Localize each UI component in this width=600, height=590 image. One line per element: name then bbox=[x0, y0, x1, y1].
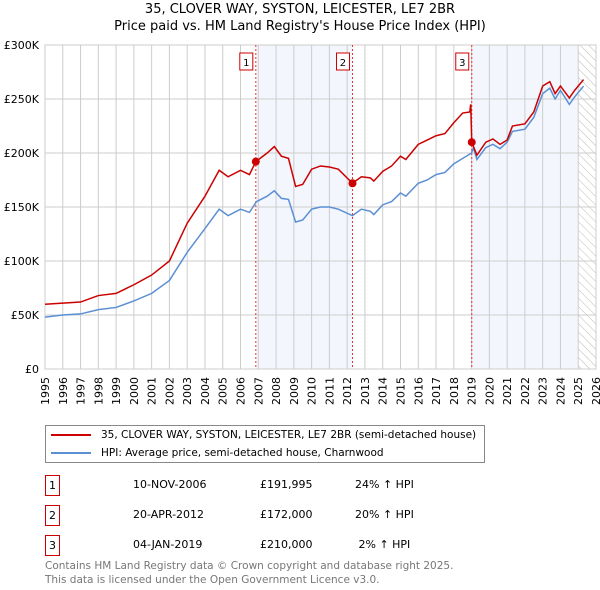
sale-date: 04-JAN-2019 bbox=[133, 538, 203, 551]
x-tick-label: 2010 bbox=[306, 377, 319, 405]
price-paid-line bbox=[44, 79, 585, 305]
y-tick-label: £150K bbox=[4, 201, 40, 214]
legend-swatch bbox=[51, 452, 91, 454]
x-tick-label: 2012 bbox=[341, 377, 354, 405]
sale-marker-label: 2 bbox=[340, 58, 346, 69]
sale-point bbox=[251, 157, 260, 166]
chart-title: 35, CLOVER WAY, SYSTON, LEICESTER, LE7 2… bbox=[144, 2, 456, 17]
legend-item-property: 35, CLOVER WAY, SYSTON, LEICESTER, LE7 2… bbox=[46, 427, 476, 443]
x-tick-label: 1998 bbox=[92, 377, 105, 405]
x-tick-label: 1995 bbox=[39, 377, 52, 405]
sale-marker-label: 3 bbox=[459, 58, 465, 69]
x-tick-label: 2015 bbox=[394, 377, 407, 405]
sale-hpi: 20% ↑ HPI bbox=[355, 508, 414, 521]
x-tick-label: 2025 bbox=[572, 377, 585, 405]
legend-item-hpi: HPI: Average price, semi-detached house,… bbox=[46, 445, 384, 461]
sale-marker-box bbox=[239, 52, 254, 71]
sale-marker-box bbox=[455, 52, 470, 71]
y-tick-label: £250K bbox=[4, 93, 40, 106]
x-tick-label: 1999 bbox=[110, 377, 123, 405]
y-tick-label: £100K bbox=[4, 255, 40, 268]
sale-marker-box bbox=[335, 52, 350, 71]
x-tick-label: 2001 bbox=[146, 377, 159, 405]
x-tick-label: 2003 bbox=[181, 377, 194, 405]
x-tick-label: 2022 bbox=[519, 377, 532, 405]
footer-license: This data is licensed under the Open Gov… bbox=[45, 574, 380, 586]
x-tick-label: 2007 bbox=[252, 377, 265, 405]
x-tick-label: 2008 bbox=[270, 377, 283, 405]
sale-hpi: 2% ↑ HPI bbox=[355, 538, 411, 551]
x-tick-label: 2004 bbox=[199, 377, 212, 405]
sale-price: £191,995 bbox=[260, 478, 313, 491]
x-tick-label: 2020 bbox=[483, 377, 496, 405]
x-tick-label: 1996 bbox=[57, 377, 70, 405]
footer-copyright: Contains HM Land Registry data © Crown c… bbox=[45, 560, 454, 572]
y-tick-label: £0 bbox=[25, 363, 39, 376]
x-tick-label: 2021 bbox=[501, 377, 514, 405]
x-tick-label: 2014 bbox=[377, 377, 390, 405]
legend-swatch bbox=[51, 434, 91, 436]
x-tick-label: 1997 bbox=[75, 377, 88, 405]
legend-label: HPI: Average price, semi-detached house,… bbox=[101, 447, 384, 459]
x-tick-label: 2017 bbox=[430, 377, 443, 405]
x-tick-label: 2005 bbox=[217, 377, 230, 405]
x-tick-label: 2000 bbox=[128, 377, 141, 405]
sale-point bbox=[348, 179, 357, 188]
plot-border bbox=[44, 44, 597, 370]
sale-hpi: 24% ↑ HPI bbox=[355, 478, 414, 491]
x-tick-label: 2002 bbox=[163, 377, 176, 405]
legend: 35, CLOVER WAY, SYSTON, LEICESTER, LE7 2… bbox=[45, 425, 485, 463]
chart-subtitle: Price paid vs. HM Land Registry's House … bbox=[114, 19, 486, 34]
x-tick-label: 2011 bbox=[323, 377, 336, 405]
x-tick-label: 2016 bbox=[412, 377, 425, 405]
sale-marker-label: 2 bbox=[45, 505, 60, 526]
x-tick-label: 2013 bbox=[359, 377, 372, 405]
y-tick-label: £50K bbox=[11, 309, 40, 322]
x-tick-label: 2009 bbox=[288, 377, 301, 405]
sale-price: £210,000 bbox=[260, 538, 313, 551]
x-tick-label: 2026 bbox=[590, 377, 600, 405]
sale-point bbox=[467, 138, 476, 147]
hpi-line bbox=[44, 85, 585, 318]
sale-date: 10-NOV-2006 bbox=[133, 478, 207, 491]
sale-price: £172,000 bbox=[260, 508, 313, 521]
x-tick-label: 2024 bbox=[554, 377, 567, 405]
x-tick-label: 2023 bbox=[537, 377, 550, 405]
sale-date: 20-APR-2012 bbox=[133, 508, 205, 521]
x-tick-label: 2018 bbox=[448, 377, 461, 405]
sale-marker-label: 1 bbox=[45, 475, 60, 496]
sale-marker-label: 3 bbox=[45, 535, 60, 556]
y-tick-label: £200K bbox=[4, 147, 40, 160]
x-tick-label: 2019 bbox=[466, 377, 479, 405]
plot-area: 1995 1996 1997 1998 1999 2000 2001 2002 2003 2004… bbox=[4, 39, 600, 405]
legend-label: 35, CLOVER WAY, SYSTON, LEICESTER, LE7 2… bbox=[101, 429, 477, 441]
sale-marker-label: 1 bbox=[243, 58, 249, 69]
y-tick-label: £300K bbox=[4, 39, 40, 52]
x-tick-label: 2006 bbox=[235, 377, 248, 405]
